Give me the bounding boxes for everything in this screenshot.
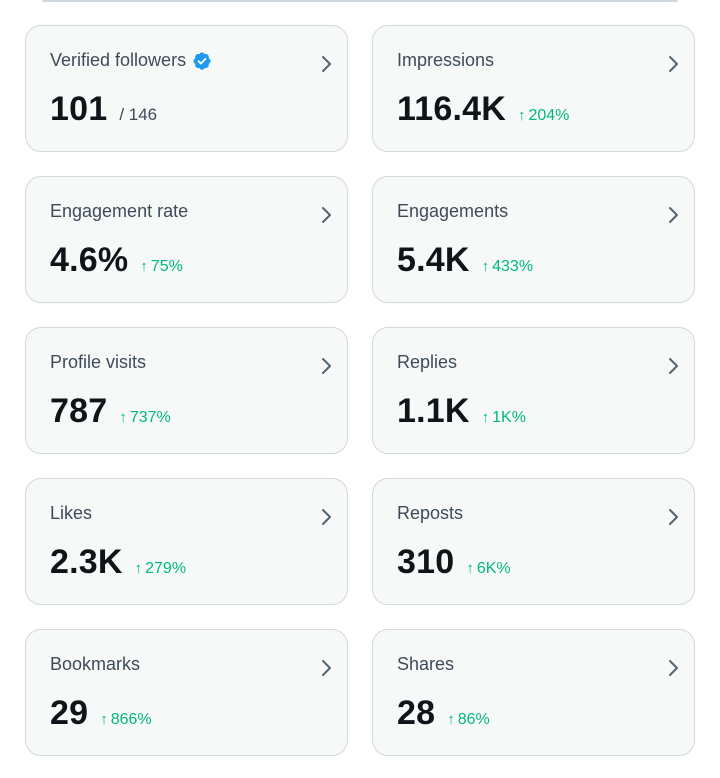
metric-value: 29: [50, 694, 89, 732]
delta-value: 204%: [528, 107, 570, 124]
top-divider: [42, 0, 678, 2]
metric-value: 310: [397, 543, 455, 581]
metric-card-impressions[interactable]: Impressions 116.4K ↑ 204%: [372, 25, 695, 152]
card-title: Shares: [397, 654, 454, 675]
chevron-right-icon: [669, 660, 678, 676]
metric-card-engagements[interactable]: Engagements 5.4K ↑ 433%: [372, 176, 695, 303]
metric-card-verified-followers[interactable]: Verified followers 101 / 146: [25, 25, 348, 152]
value-row: 310 ↑ 6K%: [397, 543, 511, 582]
delta-value: 75%: [150, 258, 183, 275]
chevron-right-icon: [322, 358, 331, 374]
metric-card-reposts[interactable]: Reposts 310 ↑ 6K%: [372, 478, 695, 605]
chevron-right-icon: [322, 509, 331, 525]
arrow-up-icon: ↑: [140, 258, 148, 275]
metric-delta: ↑ 6K%: [466, 560, 510, 578]
metric-value: 2.3K: [50, 543, 123, 581]
card-title-label: Profile visits: [50, 352, 147, 372]
arrow-up-icon: ↑: [481, 409, 490, 426]
value-row: 116.4K ↑ 204%: [397, 90, 569, 129]
delta-value: 1K%: [492, 409, 526, 426]
arrow-up-icon: ↑: [466, 560, 474, 577]
value-row: 4.6% ↑ 75%: [50, 241, 183, 280]
chevron-right-icon: [669, 358, 678, 374]
metric-value: 5.4K: [397, 241, 470, 279]
metric-value: 787: [50, 392, 108, 430]
metric-delta: ↑ 433%: [482, 258, 533, 276]
card-title: Reposts: [397, 503, 463, 524]
arrow-up-icon: ↑: [134, 560, 143, 577]
chevron-right-icon: [669, 509, 678, 525]
card-title: Impressions: [397, 50, 494, 71]
delta-value: 737%: [129, 409, 171, 426]
arrow-up-icon: ↑: [447, 711, 455, 728]
chevron-right-icon: [669, 56, 678, 72]
analytics-grid: Verified followers 101 / 146 Impressions…: [25, 25, 695, 756]
card-title: Replies: [397, 352, 457, 373]
metric-card-bookmarks[interactable]: Bookmarks 29 ↑ 866%: [25, 629, 348, 756]
card-title-label: Engagement rate: [50, 201, 189, 221]
value-row: 2.3K ↑ 279%: [50, 543, 186, 582]
metric-value: 1.1K: [397, 392, 470, 430]
card-title-label: Bookmarks: [50, 654, 141, 674]
card-title: Profile visits: [50, 352, 146, 373]
metric-total: / 146: [119, 105, 158, 124]
delta-value: 866%: [110, 711, 152, 728]
metric-value: 116.4K: [397, 90, 506, 128]
metric-value: 101: [50, 90, 108, 128]
card-title: Bookmarks: [50, 654, 140, 675]
metric-delta: ↑ 75%: [140, 258, 183, 276]
metric-card-replies[interactable]: Replies 1.1K ↑ 1K%: [372, 327, 695, 454]
arrow-up-icon: ↑: [517, 107, 526, 124]
arrow-up-icon: ↑: [481, 258, 490, 275]
arrow-up-icon: ↑: [100, 711, 108, 728]
card-title-label: Reposts: [397, 503, 464, 523]
metric-delta: ↑ 279%: [135, 560, 186, 578]
value-row: 101 / 146: [50, 90, 157, 129]
card-title-label: Verified followers: [50, 50, 187, 70]
verified-badge-icon: [193, 51, 211, 70]
metric-value: 4.6%: [50, 241, 129, 279]
chevron-right-icon: [322, 660, 331, 676]
card-title-label: Engagements: [397, 201, 509, 221]
metric-delta: ↑ 737%: [119, 409, 170, 427]
metric-delta: ↑ 86%: [447, 711, 490, 729]
metric-card-profile-visits[interactable]: Profile visits 787 ↑ 737%: [25, 327, 348, 454]
value-row: 787 ↑ 737%: [50, 392, 171, 431]
metric-card-shares[interactable]: Shares 28 ↑ 86%: [372, 629, 695, 756]
arrow-up-icon: ↑: [119, 409, 127, 426]
delta-value: 279%: [145, 560, 187, 577]
metric-delta: ↑ 1K%: [482, 409, 526, 427]
card-title: Likes: [50, 503, 92, 524]
delta-value: 86%: [457, 711, 490, 728]
chevron-right-icon: [669, 207, 678, 223]
metric-delta: ↑ 866%: [100, 711, 151, 729]
value-row: 1.1K ↑ 1K%: [397, 392, 526, 431]
card-title-label: Shares: [397, 654, 455, 674]
metric-value: 28: [397, 694, 436, 732]
card-title: Engagements: [397, 201, 508, 222]
value-row: 28 ↑ 86%: [397, 694, 490, 733]
value-row: 5.4K ↑ 433%: [397, 241, 533, 280]
chevron-right-icon: [322, 207, 331, 223]
delta-value: 433%: [492, 258, 534, 275]
card-title-label: Impressions: [397, 50, 495, 70]
chevron-right-icon: [322, 56, 331, 72]
metric-card-likes[interactable]: Likes 2.3K ↑ 279%: [25, 478, 348, 605]
metric-delta: ↑ 204%: [518, 107, 569, 125]
card-title-label: Likes: [50, 503, 93, 523]
metric-card-engagement-rate[interactable]: Engagement rate 4.6% ↑ 75%: [25, 176, 348, 303]
card-title: Engagement rate: [50, 201, 188, 222]
card-title-label: Replies: [397, 352, 458, 372]
card-title: Verified followers: [50, 50, 212, 71]
delta-value: 6K%: [476, 560, 511, 577]
value-row: 29 ↑ 866%: [50, 694, 152, 733]
